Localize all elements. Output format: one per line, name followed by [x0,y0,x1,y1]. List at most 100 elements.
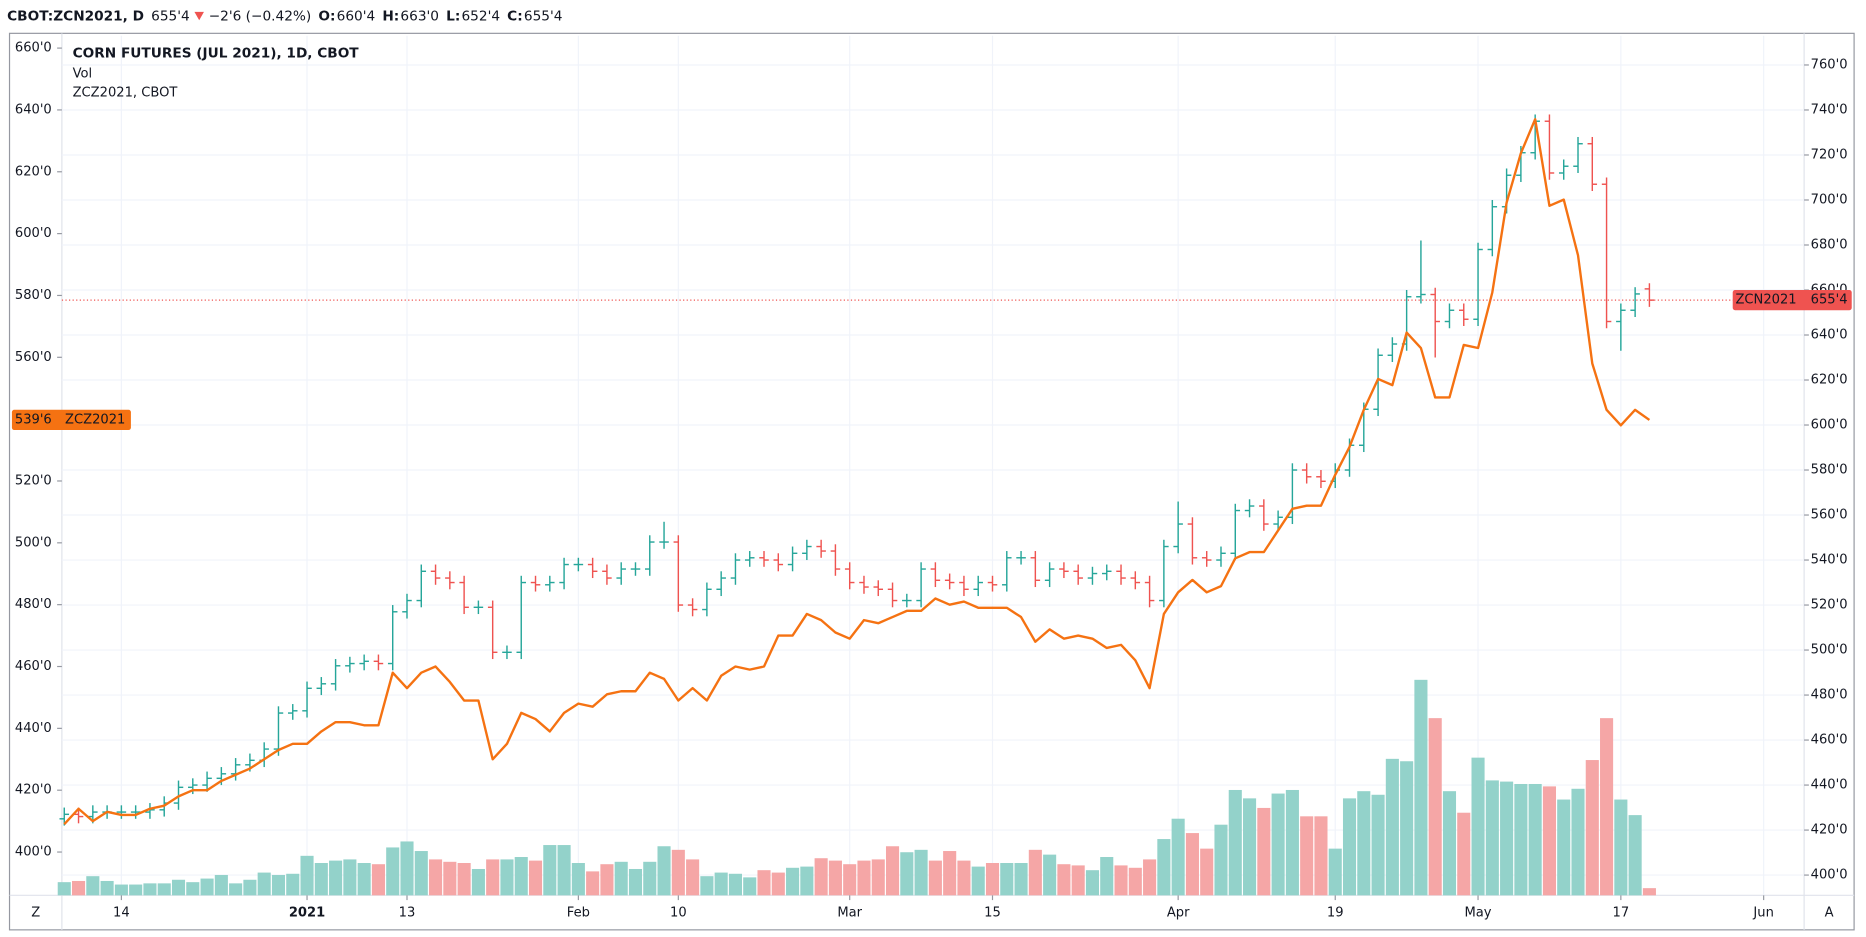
y-tick-label: 480'0 [15,597,52,612]
header-text: 663'0 [400,9,439,25]
y2-tick-label: 580'0 [1811,463,1848,478]
y2-tick-label: 540'0 [1811,553,1848,568]
legend-volume[interactable]: Vol [73,66,93,81]
x-tick-label: 10 [670,906,687,921]
volume-bar [1000,863,1014,896]
volume-bar [71,880,86,896]
grid [61,35,1805,896]
volume-bar [386,847,400,896]
volume-bar [700,876,714,896]
volume-bar [1642,888,1656,896]
volume-bar [1100,857,1114,896]
volume-bar [57,882,71,896]
y-tick-label: 640'0 [15,102,52,117]
volume-bar [143,883,157,896]
volume-bar [286,873,300,896]
volume-bar [1328,848,1342,896]
volume-bar [1542,786,1556,896]
volume-bar [885,846,900,896]
y-tick-label: 420'0 [15,783,52,798]
y-tick-label: 440'0 [15,721,52,736]
x-tick-label: Jun [1752,906,1773,921]
volume-bar [800,866,814,896]
volume-bar [1143,859,1157,896]
volume-bar [500,859,514,896]
volume-bar [1314,816,1328,896]
volume-bar [129,884,143,896]
header-text: 655'4 [524,9,563,25]
volume-bar [1457,812,1471,896]
y2-tick-label: 760'0 [1811,57,1848,72]
volume-bar [1071,865,1085,896]
volume-bar [571,863,585,896]
legend-compare[interactable]: ZCZ2021, CBOT [73,85,179,100]
volume-bar [757,870,771,896]
y2-tick-label: 600'0 [1811,418,1848,433]
y2-tick-label: 400'0 [1811,868,1848,883]
volume-bar [1271,793,1285,896]
volume-bar [1385,758,1399,896]
y2-tick-label: 480'0 [1811,688,1848,703]
volume-bar [1200,848,1214,896]
volume-bar [1628,815,1642,896]
volume-bar [257,872,271,896]
volume-bar [300,855,314,896]
volume-bar [586,871,600,896]
volume-bar [1228,789,1242,896]
x-tick-label: Feb [567,906,590,921]
volume-bar [271,874,286,896]
auto-scale-button[interactable]: A [1825,906,1834,921]
volume-bar [914,849,928,896]
header-text: CBOT:ZCN2021, D [7,9,144,25]
volume-bar [243,879,257,896]
volume-bar [985,863,1000,896]
header-text: 652'4 [462,9,501,25]
volume-bar [443,861,457,896]
volume-bar [786,867,800,896]
volume-bar [1057,864,1071,896]
last-price-badge [1732,290,1852,311]
volume-bar [1243,798,1257,896]
axes-layer: 400'0 420'0 440'0 460'0 480'0 500'0 520'0 540'0… [11,41,1852,921]
volume-bar [1400,761,1414,896]
volume-bar [86,876,100,896]
volume-bar [828,860,842,896]
line-layer [63,118,1651,826]
volume-bar [743,877,757,896]
x-tick-label: Mar [837,906,862,921]
volume-bar [657,846,671,896]
y-tick-label: 460'0 [15,659,52,674]
volume-bar [928,860,942,896]
volume-bar [1428,718,1442,896]
volume-bar [528,860,543,896]
volume-bar [1528,783,1542,896]
x-tick-label: 15 [984,906,1001,921]
volume-bar [943,851,957,896]
volume-bar [1500,781,1514,896]
volume-bar [343,859,357,896]
y2-tick-label: 420'0 [1811,823,1848,838]
y2-tick-label: 700'0 [1811,192,1848,207]
down-arrow-icon [194,11,204,21]
volume-bar [414,851,428,896]
volume-bar [229,883,243,896]
volume-bar [114,884,128,896]
compare-line [63,118,1651,826]
volume-bar [1571,788,1585,896]
volume-bar [1485,780,1499,896]
header-text: 655'4 [151,9,190,25]
legend-main[interactable]: CORN FUTURES (JUL 2021), 1D, CBOT [73,46,360,62]
last-price-label: 655'4 [1811,293,1848,308]
volume-bar [514,857,528,896]
timezone-button[interactable]: Z [31,906,40,921]
y-tick-label: 600'0 [15,226,52,241]
y-tick-label: 560'0 [15,350,52,365]
volume-bar [200,878,214,896]
volume-bar [628,868,643,896]
x-tick-label: 13 [399,906,416,921]
volume-bar [1043,854,1057,896]
volume-bar [400,841,414,896]
volume-bar [1471,757,1485,896]
y-tick-label: 660'0 [15,41,52,56]
